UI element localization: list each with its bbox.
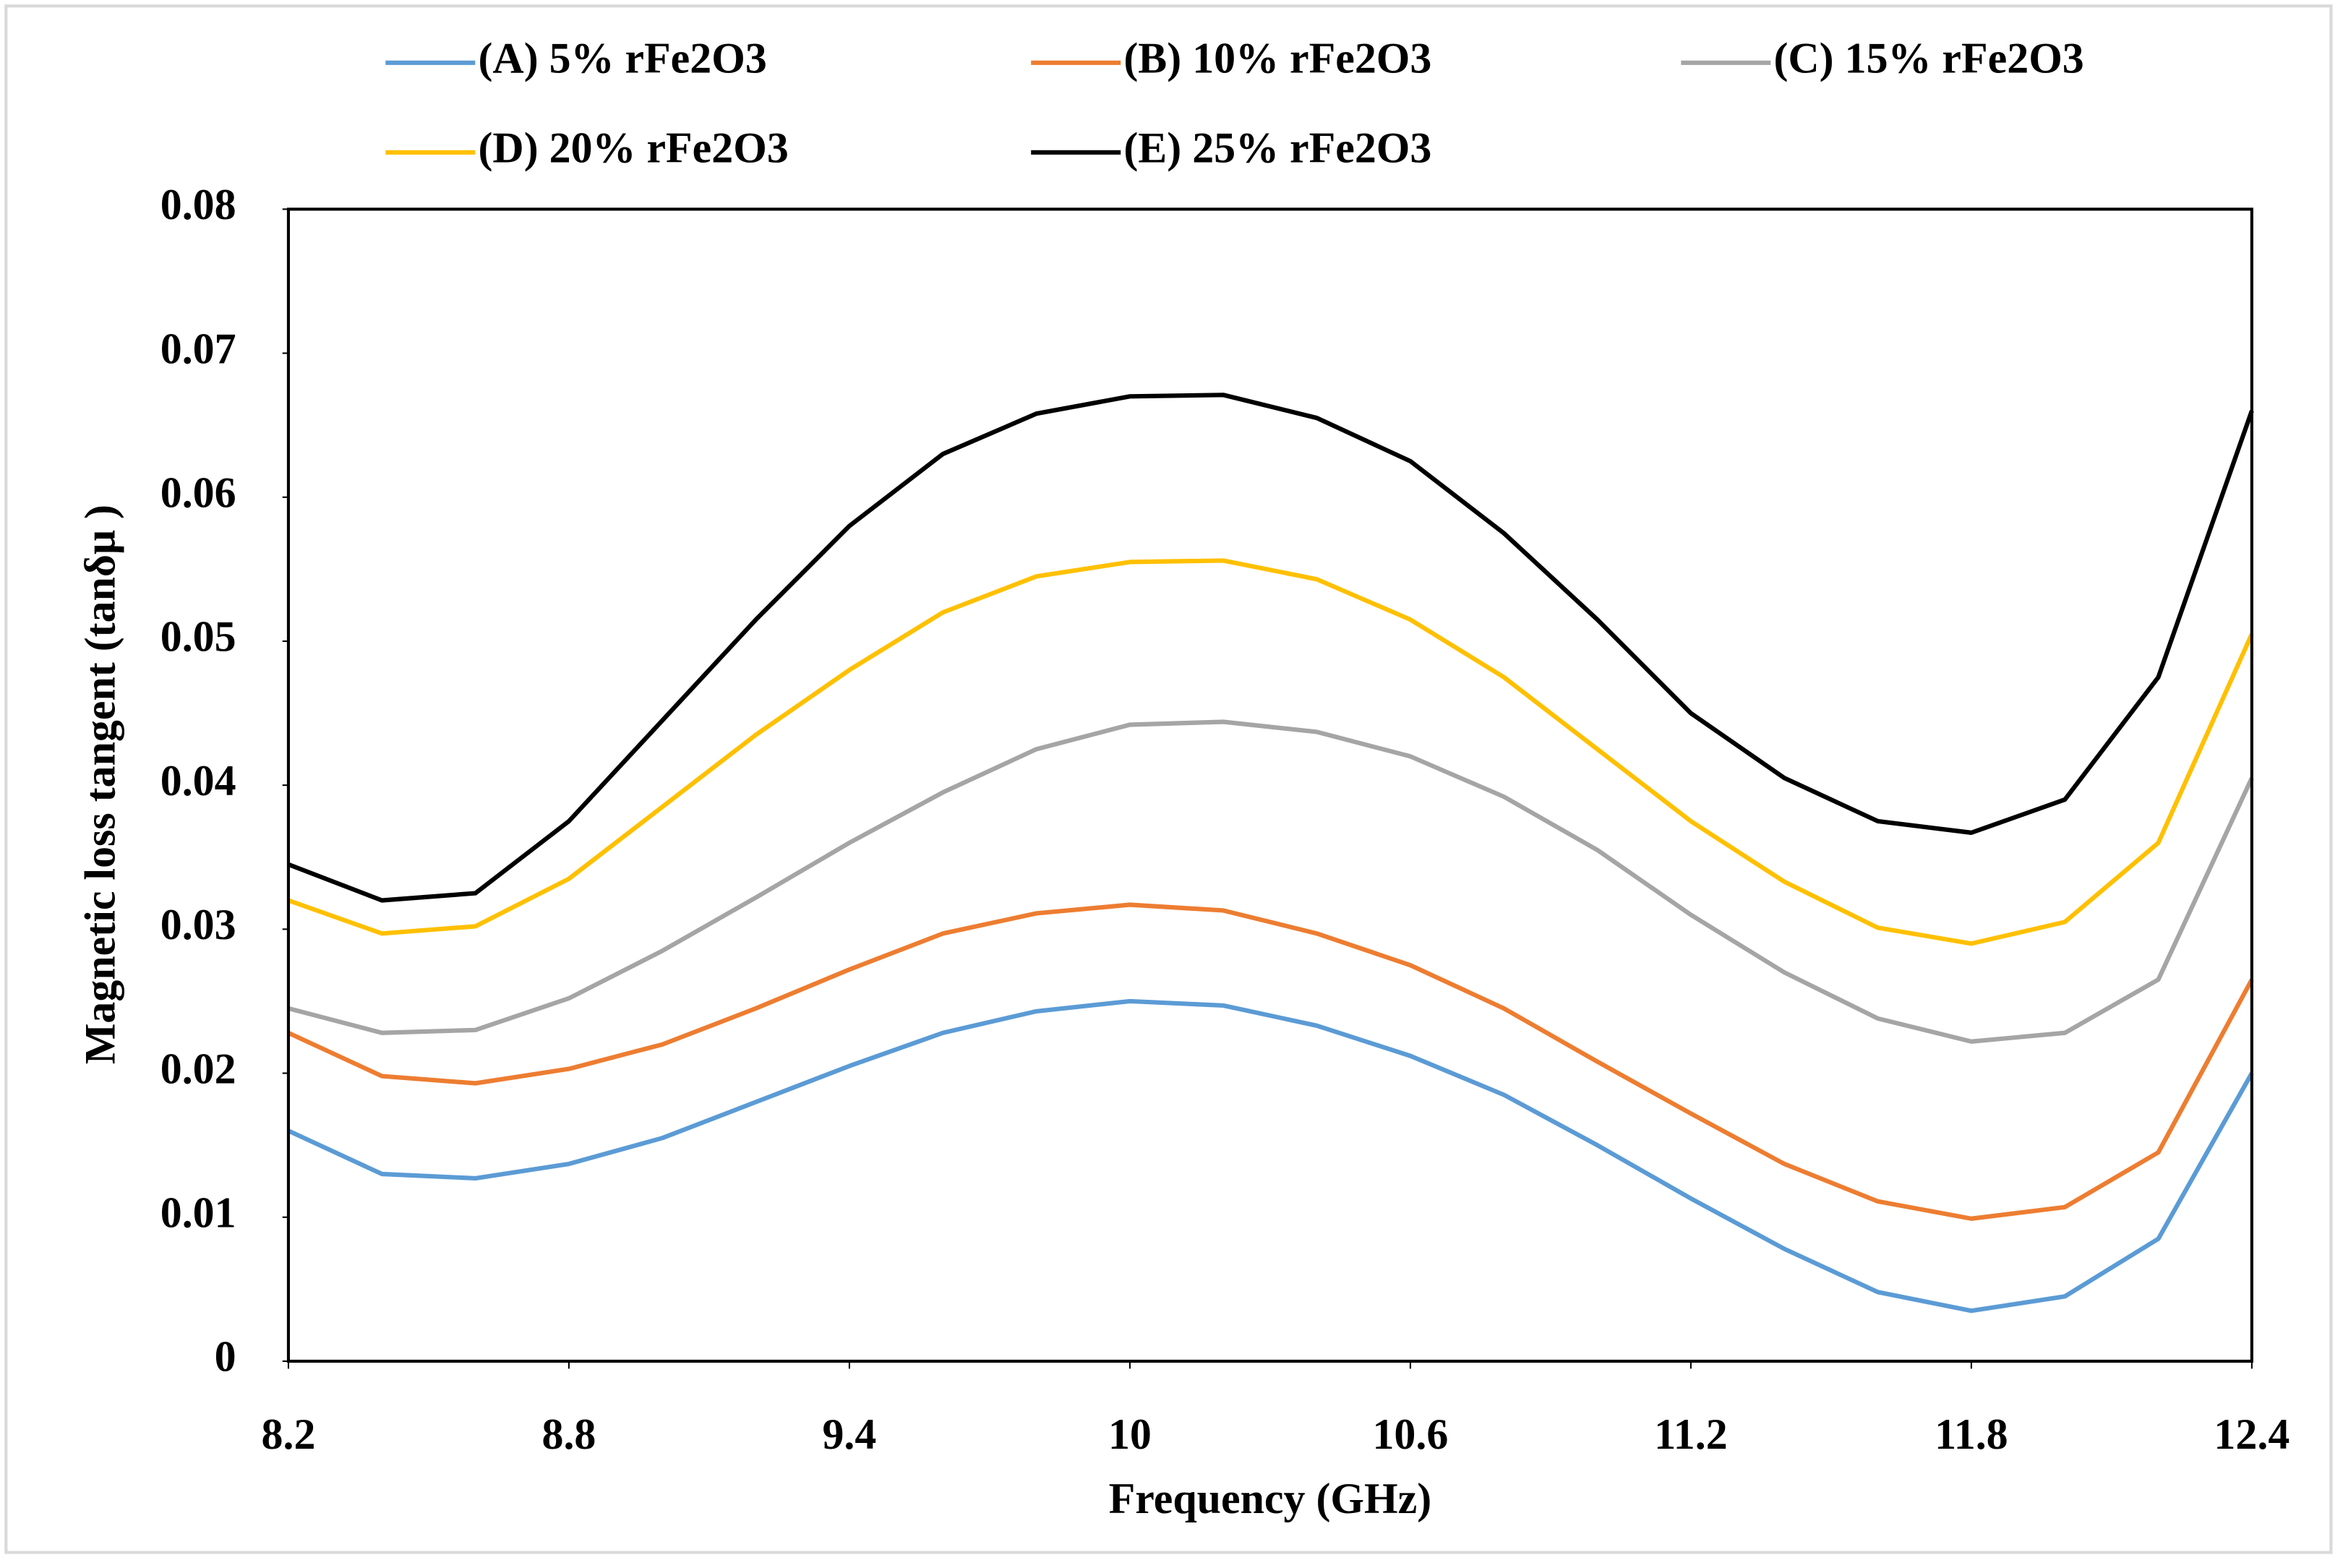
- x-tick-label: 12.4: [2214, 1410, 2290, 1458]
- legend-label: (E) 25% rFe2O3: [1123, 124, 1431, 172]
- legend-label: (A) 5% rFe2O3: [478, 35, 766, 82]
- y-tick-label: 0.01: [160, 1188, 236, 1236]
- y-tick-label: 0.05: [160, 613, 236, 661]
- x-tick-label: 10: [1108, 1410, 1152, 1458]
- y-tick-label: 0.04: [160, 757, 236, 805]
- legend-label: (C) 15% rFe2O3: [1773, 35, 2083, 82]
- y-tick-label: 0.08: [160, 181, 236, 228]
- series-line: [287, 558, 2254, 946]
- x-axis-label: Frequency (GHz): [1109, 1475, 1432, 1522]
- y-tick-label: 0.02: [160, 1045, 236, 1092]
- legend-label: (B) 10% rFe2O3: [1123, 35, 1431, 82]
- x-tick-label: 11.8: [1935, 1410, 2008, 1458]
- x-tick-label: 8.2: [262, 1410, 316, 1458]
- y-tick-label: 0.07: [160, 325, 236, 372]
- x-tick-label: 10.6: [1372, 1410, 1448, 1458]
- y-axis-label: Magnetic loss tangent (tanδμ ): [76, 505, 124, 1064]
- x-tick-label: 8.8: [541, 1410, 596, 1458]
- chart-border: [4, 4, 2333, 1554]
- y-tick-label: 0.06: [160, 469, 236, 517]
- series-line: [287, 902, 2254, 1221]
- plot-frame: [286, 207, 2253, 1363]
- y-tick-label: 0.03: [160, 901, 236, 948]
- y-tick-label: 0: [215, 1333, 236, 1381]
- series-line: [288, 719, 2254, 1044]
- x-tick-label: 9.4: [822, 1410, 876, 1458]
- legend-label: (D) 20% rFe2O3: [478, 124, 788, 172]
- series-line: [287, 393, 2254, 903]
- x-tick-label: 11.2: [1654, 1410, 1728, 1458]
- series-line: [287, 998, 2254, 1314]
